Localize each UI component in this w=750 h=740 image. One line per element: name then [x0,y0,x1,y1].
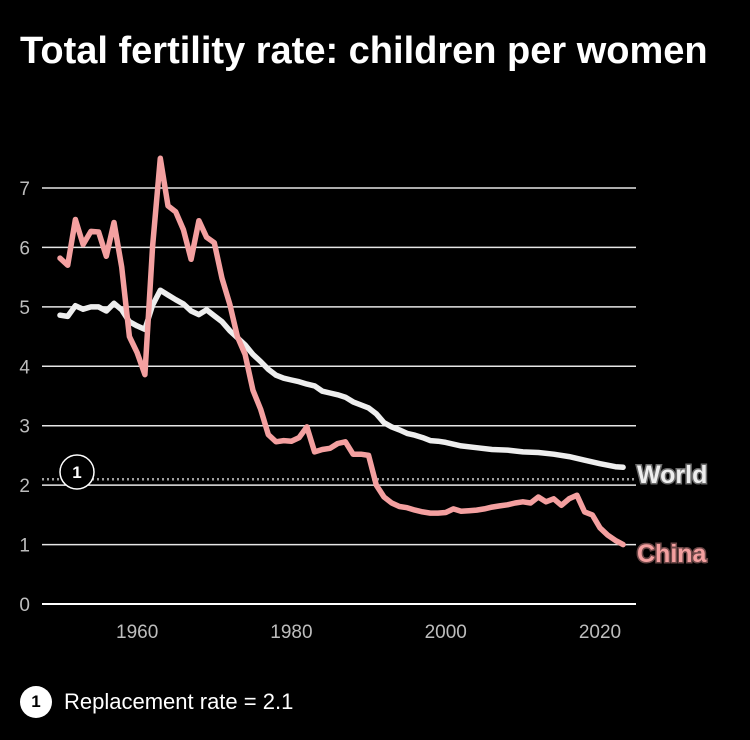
series-label-halo-china: China [637,540,708,568]
y-axis-ticks: 0 1 2 3 4 5 6 7 [19,179,30,616]
series-line-world [57,287,626,471]
x-tick-label: 1980 [270,622,312,643]
replacement-marker-label: 1 [72,463,81,482]
footnote-text: Replacement rate = 2.1 [64,689,294,714]
x-axis-ticks: 1960 1980 2000 2020 [116,622,621,643]
x-tick-label: 2020 [579,622,621,643]
series-lines [57,155,626,548]
y-tick-label: 6 [19,238,30,259]
y-tick-label: 1 [19,536,30,557]
y-tick-label: 7 [19,179,30,200]
series-line-china [57,155,626,548]
footnote-marker: 1 [20,686,52,718]
series-label-world: World [637,461,707,489]
y-tick-label: 3 [19,417,30,438]
replacement-rate-line: 1 [42,454,636,490]
grid-lines [42,187,636,605]
y-tick-label: 5 [19,298,30,319]
footnote: 1 Replacement rate = 2.1 [20,684,293,720]
y-tick-label: 0 [19,595,30,616]
series-label-halo-world: World [637,461,707,489]
y-tick-label: 2 [19,476,30,497]
chart-title: Total fertility rate: children per women [20,30,708,72]
x-tick-label: 2000 [425,622,467,643]
y-tick-label: 4 [19,357,30,378]
x-tick-label: 1960 [116,622,158,643]
series-label-china: China [637,540,708,568]
replacement-marker-circle [59,454,95,490]
